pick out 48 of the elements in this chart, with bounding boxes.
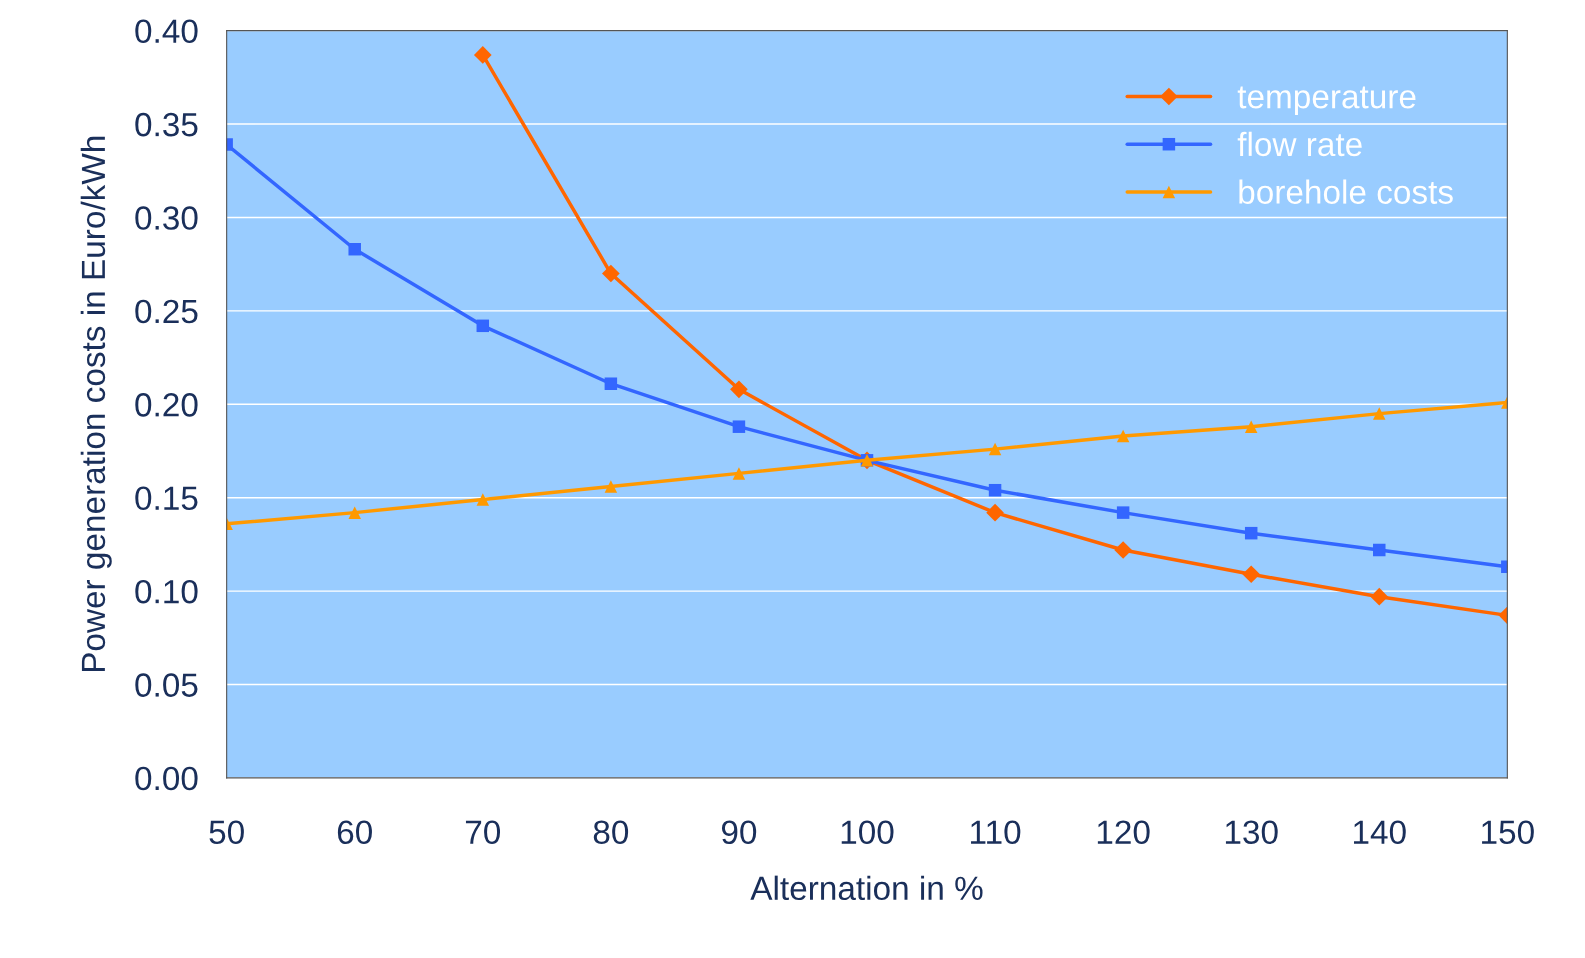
y-tick-label: 0.35 [135,112,198,137]
point [473,46,492,64]
y-tick-label: 0.40 [135,19,198,44]
y-tick-label: 0.20 [135,393,198,417]
x-tick-label: 70 [465,820,501,845]
point [1244,420,1258,433]
legend-label: temperature [1237,86,1416,116]
x-tick-label: 100 [841,820,894,845]
point [1114,541,1132,559]
legend-label: flow rate [1237,131,1362,157]
point [988,483,1002,497]
x-tick-label: 140 [1354,820,1406,845]
x-tick-label: 110 [971,820,1021,845]
y-axis-title: Power generation costs in Euro/kWh [80,136,112,672]
point [1116,506,1130,519]
x-tick-label: 60 [337,820,372,845]
y-tick-label: 0.10 [135,579,198,604]
point [604,480,618,493]
x-tick-label: 150 [1482,820,1534,845]
point [730,380,748,399]
point [988,442,1002,456]
y-tick-label: 0.30 [135,206,198,230]
point [732,467,746,480]
legend-label: borehole costs [1239,179,1453,204]
point [476,319,490,333]
x-tick-label: 90 [721,820,757,845]
y-tick-label: 0.05 [135,673,198,697]
x-tick-label: 50 [209,820,244,845]
y-tick-label: 0.15 [135,486,198,511]
point [1242,565,1261,584]
x-tick-label: 120 [1097,820,1150,845]
point [476,493,490,506]
point [602,264,620,283]
point [1373,543,1386,557]
y-tick-label: 0.00 [135,766,198,791]
point [348,242,361,256]
x-tick-label: 130 [1225,820,1278,845]
x-axis-title: Alternation in % [750,875,983,901]
x-tick-label: 80 [593,820,629,845]
point [1373,407,1386,420]
point [1244,526,1258,540]
point [1116,429,1130,443]
point [348,506,361,519]
point [604,377,618,390]
y-tick-label: 0.25 [135,299,198,324]
point [732,420,746,433]
point [986,503,1004,522]
point [1370,587,1389,606]
